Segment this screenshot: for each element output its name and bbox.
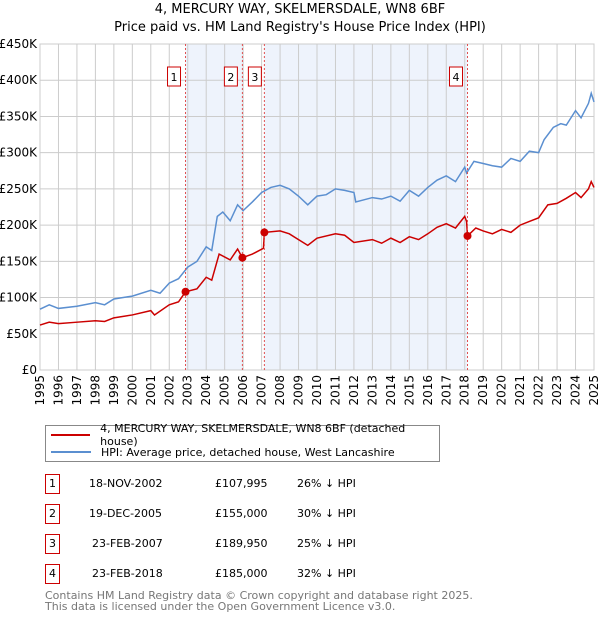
y-tick-label: £50K — [6, 327, 38, 341]
sale-label-box — [449, 66, 464, 87]
x-tick-label: 2019 — [476, 375, 490, 406]
x-tick-label: 1995 — [33, 375, 47, 406]
y-tick-label: £300K — [0, 146, 38, 160]
sale-marker-number: 2 — [45, 504, 60, 524]
sale-point — [181, 287, 190, 296]
sale-label: 1 — [171, 71, 178, 84]
x-tick-label: 1996 — [51, 375, 65, 406]
chart-title: 4, MERCURY WAY, SKELMERSDALE, WN8 6BF — [154, 2, 446, 17]
legend-label: 4, MERCURY WAY, SKELMERSDALE, WN8 6BF (d… — [100, 422, 406, 448]
legend-swatch-red — [51, 434, 91, 436]
sale-hpi-diff: 25% ↓ HPI — [297, 537, 356, 550]
sale-date: 23-FEB-2007 — [92, 537, 163, 550]
x-tick-label: 2015 — [402, 375, 416, 406]
legend-item-hpi: HPI: Average price, detached house, West… — [46, 444, 395, 460]
x-tick-label: 2006 — [236, 375, 250, 406]
sale-marker-number: 4 — [45, 564, 60, 584]
x-tick-label: 2021 — [513, 375, 527, 406]
x-tick-label: 1998 — [88, 375, 102, 406]
x-tick-label: 2025 — [587, 375, 600, 406]
sale-row: 4 23-FEB-2018 £185,000 32% ↓ HPI — [45, 564, 445, 584]
x-tick-label: 2002 — [162, 375, 176, 406]
x-tick-label: 2008 — [273, 375, 287, 406]
x-tick-label: 2007 — [255, 375, 269, 406]
sale-point — [238, 253, 247, 262]
sale-label: 2 — [227, 71, 234, 84]
y-tick-label: £250K — [0, 182, 38, 196]
x-tick-label: 2010 — [310, 375, 324, 406]
footer-licence: This data is licensed under the Open Gov… — [45, 600, 396, 613]
x-tick-label: 2017 — [439, 375, 453, 406]
x-tick-label: 2014 — [384, 375, 398, 406]
legend-item-property: 4, MERCURY WAY, SKELMERSDALE, WN8 6BF (d… — [46, 422, 439, 448]
x-tick-label: 2003 — [181, 375, 195, 406]
x-tick-label: 2023 — [550, 375, 564, 406]
x-tick-label: 2005 — [218, 375, 232, 406]
x-tick-label: 2009 — [292, 375, 306, 406]
x-tick-label: 2012 — [347, 375, 361, 406]
sale-date: 19-DEC-2005 — [89, 507, 163, 520]
y-tick-label: £150K — [0, 254, 38, 268]
legend-swatch-blue — [51, 451, 91, 453]
sale-label-box — [167, 66, 182, 87]
legend: 4, MERCURY WAY, SKELMERSDALE, WN8 6BF (d… — [45, 422, 440, 462]
shaded-range — [185, 44, 243, 370]
sale-marker-number: 3 — [45, 534, 60, 554]
sale-row: 3 23-FEB-2007 £189,950 25% ↓ HPI — [45, 534, 445, 554]
x-tick-label: 2011 — [328, 375, 342, 406]
x-tick-label: 2000 — [125, 375, 139, 406]
footer-copyright: Contains HM Land Registry data © Crown c… — [45, 589, 473, 602]
x-tick-label: 2024 — [569, 375, 583, 406]
sale-price: £189,950 — [215, 537, 268, 550]
sale-date: 18-NOV-2002 — [89, 477, 163, 490]
shaded-range — [264, 44, 468, 370]
sale-hpi-diff: 26% ↓ HPI — [297, 477, 356, 490]
y-tick-label: £350K — [0, 109, 38, 123]
sale-point — [463, 231, 472, 240]
series-line — [39, 179, 595, 326]
sale-hpi-diff: 30% ↓ HPI — [297, 507, 356, 520]
y-tick-label: £400K — [0, 73, 38, 87]
sale-date: 23-FEB-2018 — [92, 567, 163, 580]
y-tick-label: £100K — [0, 291, 38, 305]
x-tick-label: 2001 — [144, 375, 158, 406]
x-tick-label: 2020 — [495, 375, 509, 406]
sale-point — [260, 228, 269, 237]
x-tick-label: 1999 — [107, 375, 121, 406]
y-tick-label: £200K — [0, 218, 38, 232]
sale-price: £107,995 — [215, 477, 268, 490]
y-tick-label: £0 — [22, 363, 37, 377]
y-tick-label: £450K — [0, 37, 38, 51]
sale-hpi-diff: 32% ↓ HPI — [297, 567, 356, 580]
legend-label: HPI: Average price, detached house, West… — [101, 445, 395, 459]
sale-label: 3 — [251, 71, 258, 84]
sale-row: 1 18-NOV-2002 £107,995 26% ↓ HPI — [45, 474, 445, 494]
series-line — [39, 90, 595, 310]
x-tick-label: 2016 — [421, 375, 435, 406]
sale-marker-number: 1 — [45, 474, 60, 494]
sale-label-box — [223, 66, 238, 87]
x-tick-label: 2004 — [199, 375, 213, 406]
sale-label-box — [247, 66, 262, 87]
sale-label: 4 — [453, 71, 460, 84]
sale-row: 2 19-DEC-2005 £155,000 30% ↓ HPI — [45, 504, 445, 524]
x-tick-label: 2013 — [365, 375, 379, 406]
x-tick-label: 2022 — [532, 375, 546, 406]
sale-price: £185,000 — [215, 567, 268, 580]
chart-subtitle: Price paid vs. HM Land Registry's House … — [114, 20, 486, 35]
plot-area: £0 £50K £100K £150K £200K £250K £300K £350K £400… — [0, 37, 600, 406]
x-tick-label: 1997 — [70, 375, 84, 406]
x-tick-label: 2018 — [458, 375, 472, 406]
sale-price: £155,000 — [215, 507, 268, 520]
plot-border — [39, 43, 595, 371]
